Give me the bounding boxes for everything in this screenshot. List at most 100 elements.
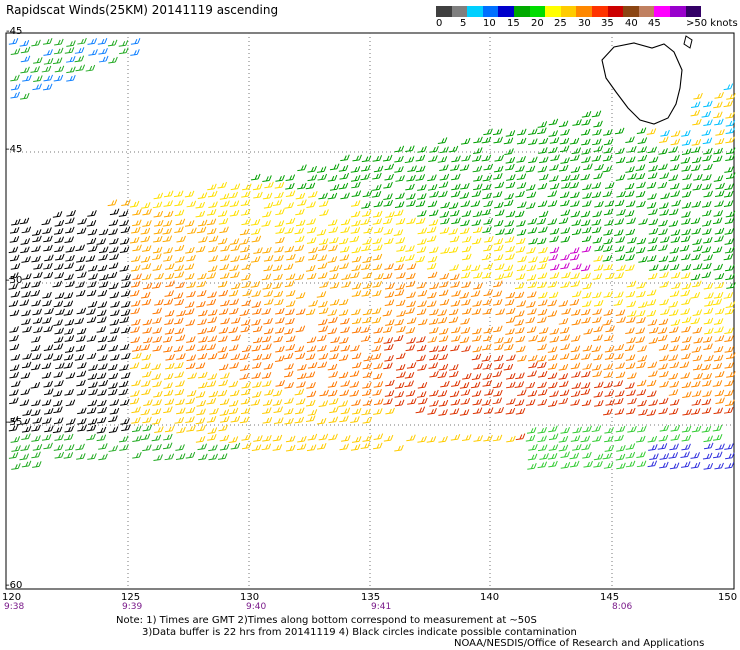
wind-barb xyxy=(151,363,162,371)
wind-barb xyxy=(703,236,713,244)
wind-barb xyxy=(461,245,472,253)
wind-barb xyxy=(198,453,208,461)
wind-barb xyxy=(483,289,493,297)
wind-barb xyxy=(704,327,714,335)
wind-barb xyxy=(615,390,625,397)
wind-barb xyxy=(99,273,109,281)
wind-barb xyxy=(383,337,394,344)
wind-barb xyxy=(64,425,74,433)
wind-barb xyxy=(272,199,283,207)
wind-barb xyxy=(636,127,647,135)
wind-barb xyxy=(42,291,52,299)
wind-barb xyxy=(152,344,162,352)
wind-barb xyxy=(341,273,351,281)
wind-barb xyxy=(108,426,119,433)
wind-barb xyxy=(439,298,450,306)
wind-barb xyxy=(329,282,340,289)
wind-barb xyxy=(439,227,450,234)
wind-barb xyxy=(110,353,120,361)
wind-barb xyxy=(626,336,636,344)
wind-barb xyxy=(220,317,230,325)
wind-barb xyxy=(625,264,635,272)
wind-barb xyxy=(229,344,239,351)
wind-barb xyxy=(692,309,703,316)
wind-barb xyxy=(692,238,702,245)
wind-barb xyxy=(681,425,692,433)
wind-barb xyxy=(680,451,690,459)
wind-barb xyxy=(10,91,20,99)
wind-barb xyxy=(152,307,162,315)
wind-barb xyxy=(714,227,725,235)
wind-barb xyxy=(162,227,172,235)
wind-barb xyxy=(340,326,350,334)
wind-barb xyxy=(230,255,240,263)
wind-barb xyxy=(592,273,603,280)
wind-barb xyxy=(492,290,503,298)
legend-label-15: 15 xyxy=(507,18,520,29)
wind-barb xyxy=(195,245,206,253)
wind-barb xyxy=(702,262,712,270)
wind-barb xyxy=(308,253,318,261)
wind-barb xyxy=(87,300,98,308)
wind-barb xyxy=(471,334,482,342)
wind-barb xyxy=(646,379,657,387)
wind-barb xyxy=(429,282,439,290)
wind-barb xyxy=(528,156,538,164)
wind-barb xyxy=(175,380,185,387)
wind-barb xyxy=(591,218,602,226)
wind-barb xyxy=(670,154,680,162)
wind-barb xyxy=(704,292,714,299)
wind-barb xyxy=(373,244,383,252)
wind-barb xyxy=(164,318,174,326)
wind-barb xyxy=(274,298,284,306)
wind-barb xyxy=(363,354,373,362)
wind-barb xyxy=(305,182,316,190)
wind-barb xyxy=(53,406,63,414)
wind-barb xyxy=(537,262,547,270)
wind-barb xyxy=(691,139,702,146)
wind-barb xyxy=(702,209,712,217)
wind-barb xyxy=(165,362,175,370)
wind-barb xyxy=(43,353,54,360)
wind-barb xyxy=(439,173,450,181)
wind-barb xyxy=(31,335,41,343)
wind-barb xyxy=(338,182,349,190)
wind-barb xyxy=(131,299,141,307)
wind-barb xyxy=(616,445,626,452)
wind-barb xyxy=(10,74,20,82)
wind-barb xyxy=(373,165,384,173)
wind-barb xyxy=(22,409,32,416)
wind-barb xyxy=(110,300,120,308)
wind-barb xyxy=(32,308,42,316)
wind-barb xyxy=(64,273,74,281)
wind-barb xyxy=(417,146,427,153)
wind-barb xyxy=(152,327,163,334)
wind-barb xyxy=(692,363,703,371)
wind-barb xyxy=(560,451,570,459)
wind-barb xyxy=(295,398,306,405)
wind-barb xyxy=(669,164,680,171)
wind-barb xyxy=(703,463,714,470)
wind-barb xyxy=(174,271,185,279)
wind-barb xyxy=(338,237,349,245)
wind-barb xyxy=(384,263,394,270)
wind-barb xyxy=(450,164,460,171)
wind-barb xyxy=(372,155,383,162)
wind-barb xyxy=(109,399,120,406)
wind-barb xyxy=(405,307,415,315)
wind-barb xyxy=(558,373,569,380)
wind-barb xyxy=(230,244,241,252)
wind-barb xyxy=(449,364,459,371)
wind-barb xyxy=(351,282,362,290)
wind-barb xyxy=(20,388,31,396)
wind-barb xyxy=(163,200,173,207)
wind-barb xyxy=(570,191,580,199)
wind-barb xyxy=(252,353,263,361)
wind-barb xyxy=(473,183,483,191)
wind-barb xyxy=(549,235,559,243)
wind-barb xyxy=(240,364,250,371)
wind-barb xyxy=(470,381,481,389)
wind-barb xyxy=(21,433,31,440)
wind-barb xyxy=(427,291,437,299)
time-label-3: 9:40 xyxy=(246,602,267,612)
